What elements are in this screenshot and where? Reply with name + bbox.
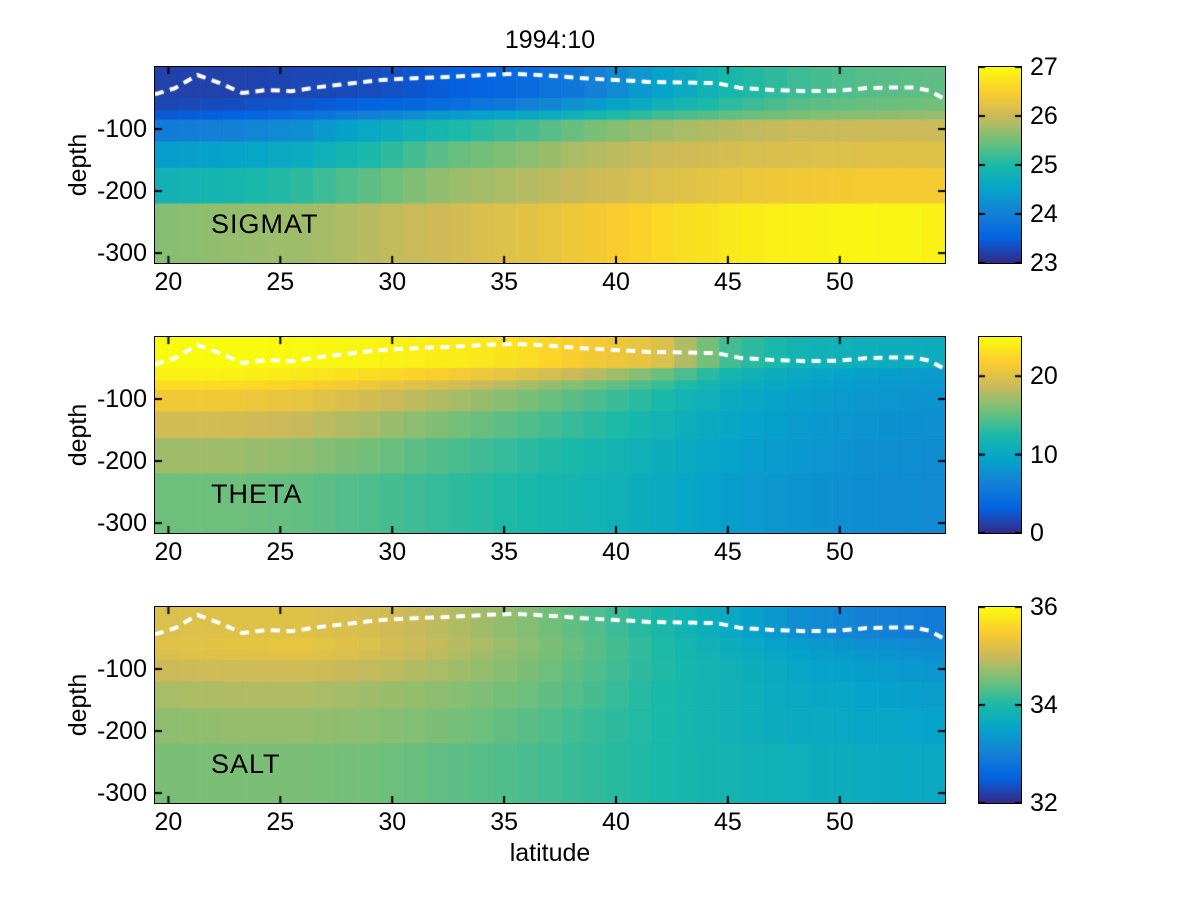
colorbar-theta-canvas bbox=[979, 337, 1021, 533]
annotation-salt: SALT bbox=[211, 749, 281, 779]
colorbar-tick-label: 36 bbox=[1030, 593, 1058, 621]
annotation-theta: THETA bbox=[211, 479, 303, 509]
colorbar-tick-label: 26 bbox=[1030, 102, 1058, 130]
salt-heatmap-canvas bbox=[155, 607, 945, 803]
heatmap-panel-sigmat: SIGMAT bbox=[154, 66, 946, 264]
x-tick-label: 25 bbox=[266, 808, 295, 836]
x-tick-label: 45 bbox=[714, 268, 742, 296]
y-tick-label: -300 bbox=[96, 239, 147, 268]
x-tick-label: 30 bbox=[378, 538, 407, 566]
colorbar-theta bbox=[978, 336, 1022, 534]
y-axis-label: depth bbox=[64, 403, 92, 467]
colorbar-tick-label: 24 bbox=[1030, 200, 1058, 228]
x-tick-label: 30 bbox=[378, 808, 407, 836]
x-tick-label: 40 bbox=[602, 808, 630, 836]
x-tick-label: 35 bbox=[490, 538, 519, 566]
x-tick-label: 35 bbox=[490, 268, 519, 296]
annotation-sigmat: SIGMAT bbox=[211, 209, 319, 239]
colorbar-tick-label: 10 bbox=[1030, 440, 1058, 469]
x-tick-label: 50 bbox=[825, 268, 854, 296]
x-tick-label: 20 bbox=[154, 808, 183, 836]
y-tick-label: -100 bbox=[96, 385, 147, 414]
colorbar-sigmat-canvas bbox=[979, 67, 1021, 263]
x-tick-label: 40 bbox=[602, 268, 630, 296]
x-axis-label: latitude bbox=[509, 839, 591, 867]
y-axis-label: depth bbox=[64, 673, 92, 737]
colorbar-tick-label: 20 bbox=[1030, 362, 1058, 391]
figure-title: 1994:10 bbox=[504, 26, 596, 54]
colorbar-tick-label: 25 bbox=[1030, 151, 1058, 179]
colorbar-salt bbox=[978, 606, 1022, 804]
y-tick-label: -300 bbox=[96, 779, 147, 808]
sigmat-heatmap-canvas bbox=[155, 67, 945, 263]
colorbar-tick-label: 34 bbox=[1030, 691, 1058, 719]
colorbar-tick-label: 32 bbox=[1030, 789, 1058, 817]
colorbar-tick-label: 0 bbox=[1030, 519, 1044, 547]
x-tick-label: 45 bbox=[714, 808, 742, 836]
theta-heatmap-canvas bbox=[155, 337, 945, 533]
x-tick-label: 40 bbox=[602, 538, 630, 566]
heatmap-panel-salt: SALT bbox=[154, 606, 946, 804]
y-tick-label: -200 bbox=[96, 447, 147, 476]
colorbar-salt-canvas bbox=[979, 607, 1021, 803]
y-axis-label: depth bbox=[64, 133, 92, 197]
y-tick-label: -200 bbox=[96, 717, 147, 746]
colorbar-sigmat bbox=[978, 66, 1022, 264]
y-tick-label: -100 bbox=[96, 655, 147, 684]
x-tick-label: 50 bbox=[825, 808, 854, 836]
colorbar-tick-label: 23 bbox=[1030, 249, 1058, 277]
x-tick-label: 20 bbox=[154, 538, 183, 566]
x-tick-label: 50 bbox=[825, 538, 854, 566]
y-tick-label: -100 bbox=[96, 115, 147, 144]
x-tick-label: 30 bbox=[378, 268, 407, 296]
heatmap-panel-theta: THETA bbox=[154, 336, 946, 534]
x-tick-label: 45 bbox=[714, 538, 742, 566]
x-tick-label: 25 bbox=[266, 268, 295, 296]
colorbar-tick-label: 27 bbox=[1030, 53, 1058, 81]
y-tick-label: -200 bbox=[96, 177, 147, 206]
y-tick-label: -300 bbox=[96, 509, 147, 538]
x-tick-label: 35 bbox=[490, 808, 519, 836]
x-tick-label: 20 bbox=[154, 268, 183, 296]
x-tick-label: 25 bbox=[266, 538, 295, 566]
